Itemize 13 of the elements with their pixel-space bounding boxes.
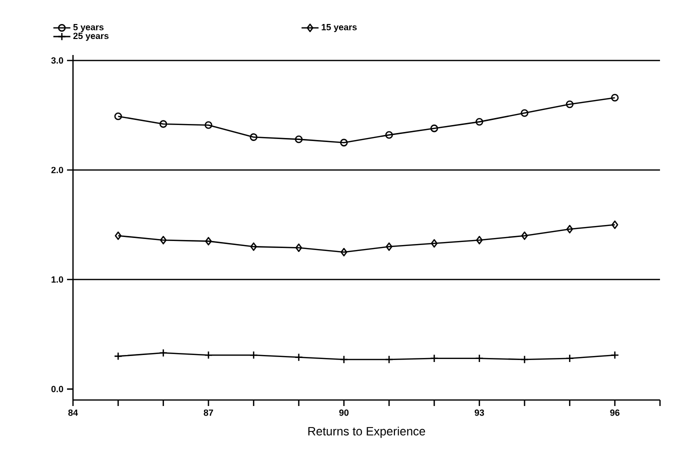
y-tick-label: 0.0 bbox=[51, 386, 64, 392]
x-tick-label: 93 bbox=[474, 409, 484, 416]
x-tick-label: 84 bbox=[68, 409, 78, 416]
legend-label: 25 years bbox=[73, 32, 109, 41]
x-tick-label: 96 bbox=[610, 409, 620, 416]
y-tick-label: 1.0 bbox=[52, 276, 64, 283]
legend-label: 15 years bbox=[322, 24, 357, 32]
y-tick-label: 3.0 bbox=[51, 57, 64, 64]
legend-label: 5 years bbox=[73, 24, 104, 32]
y-tick-label: 2.0 bbox=[51, 166, 64, 174]
x-tick-label: 87 bbox=[204, 409, 214, 416]
x-axis-title: Returns to Experience bbox=[308, 426, 426, 438]
x-tick-label: 90 bbox=[339, 409, 349, 416]
